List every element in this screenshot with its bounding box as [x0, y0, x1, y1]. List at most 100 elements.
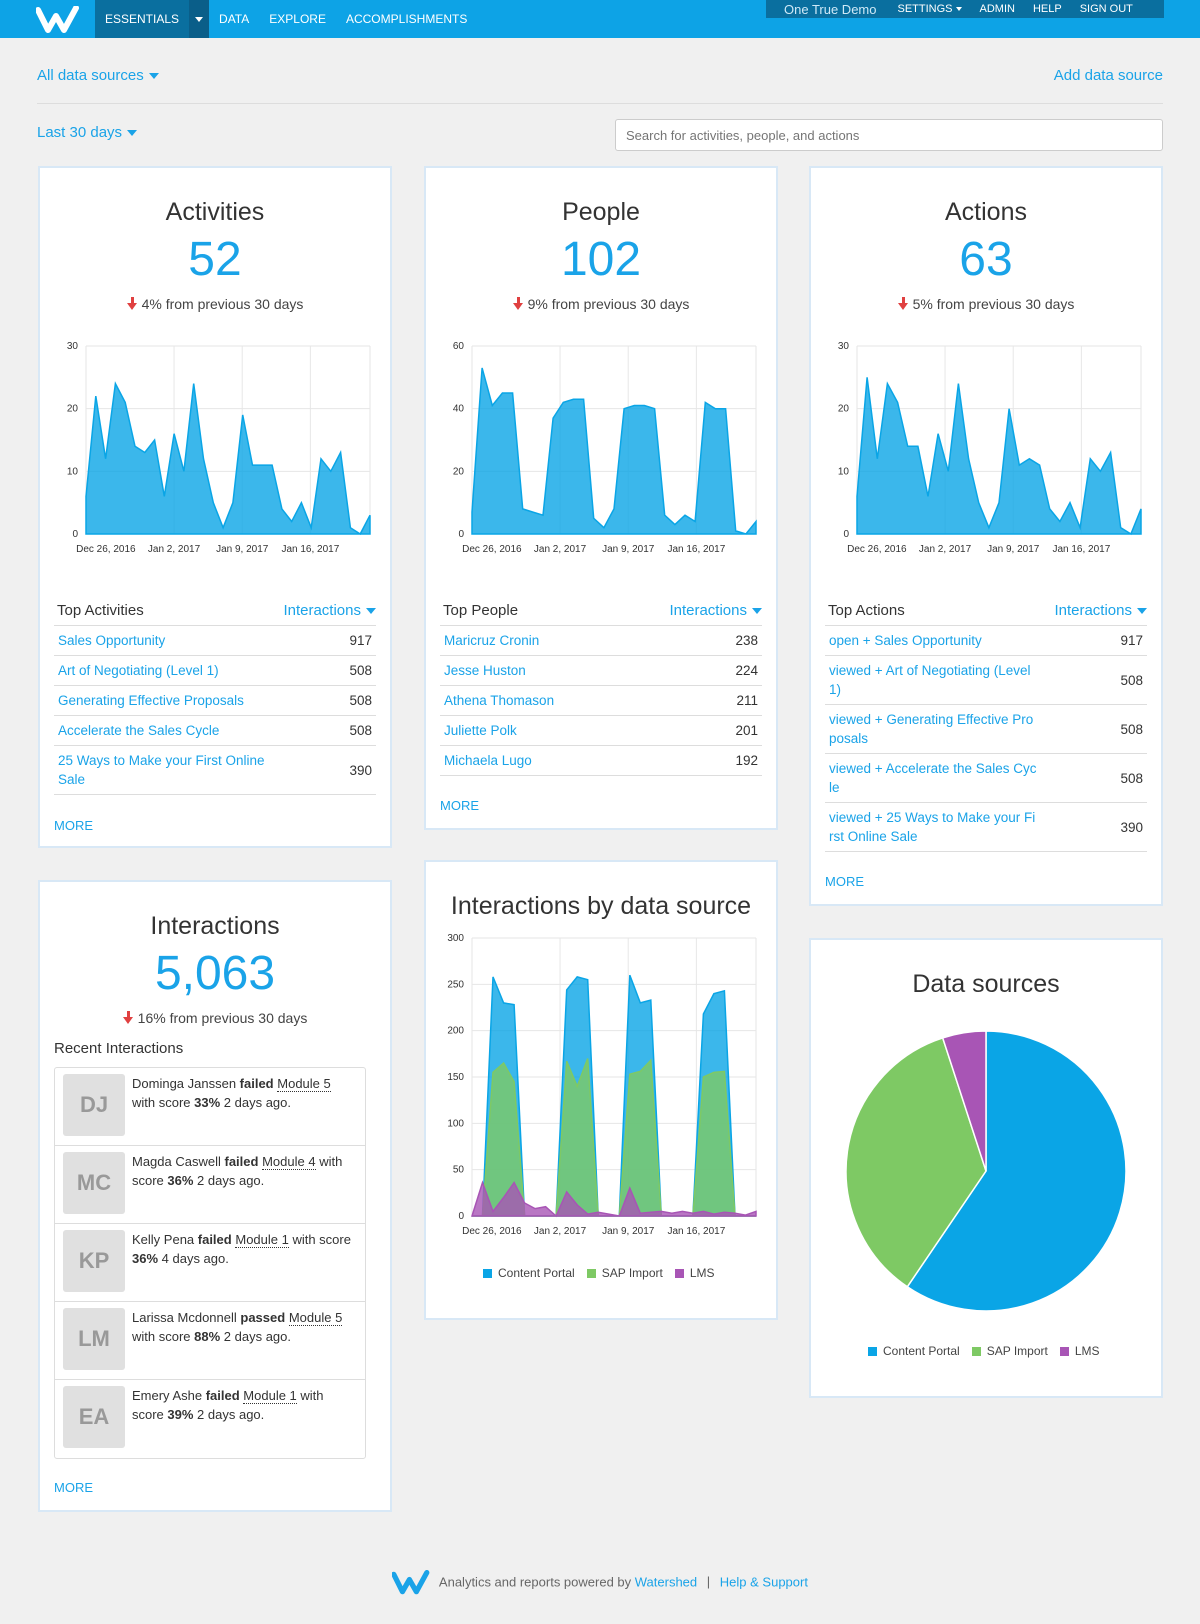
- legend-swatch: [868, 1346, 877, 1356]
- legend-label: Content Portal: [498, 1266, 575, 1280]
- people-more-link[interactable]: MORE: [440, 798, 479, 813]
- y-tick-label: 0: [843, 529, 849, 540]
- list-row-value: 508: [1120, 721, 1143, 737]
- verb: failed: [224, 1154, 259, 1169]
- with-score: with score: [132, 1154, 343, 1188]
- list-row-name[interactable]: Generating Effective Proposals: [58, 693, 244, 708]
- list-row-name[interactable]: Juliette Polk: [444, 723, 517, 738]
- y-tick-label: 60: [453, 341, 465, 352]
- activities-title: Activities: [165, 198, 265, 226]
- list-row-name[interactable]: Sales Opportunity: [58, 633, 166, 648]
- interactions-title: Interactions: [150, 912, 280, 940]
- legend-item[interactable]: Content Portal: [483, 1266, 575, 1280]
- module-link[interactable]: Module 1: [235, 1232, 289, 1248]
- legend-item[interactable]: SAP Import: [586, 1266, 663, 1280]
- actions-more-link[interactable]: MORE: [825, 874, 864, 889]
- watershed-link[interactable]: Watershed: [634, 1574, 698, 1590]
- list-row-name[interactable]: viewed + Accelerate the Sales Cyc le: [829, 761, 1037, 795]
- legend-label: LMS: [1074, 1344, 1100, 1358]
- pie-slice-sap-import[interactable]: [845, 1036, 987, 1288]
- list-row-name[interactable]: Athena Thomason: [444, 693, 555, 708]
- arrow-down-icon: [122, 1011, 134, 1024]
- x-tick-label: Jan 16, 2017: [281, 544, 339, 555]
- list-row-name[interactable]: viewed + Generating Effective Pro posals: [829, 712, 1034, 746]
- sort-dropdown[interactable]: Interactions: [669, 602, 762, 619]
- module-link[interactable]: Module 5: [288, 1310, 343, 1326]
- nav-accomplishments[interactable]: ACCOMPLISHMENTS: [345, 12, 468, 26]
- caret-down-icon: [366, 608, 376, 615]
- help-support-link[interactable]: Help & Support: [719, 1574, 808, 1590]
- list-row-name[interactable]: 25 Ways to Make your First Online Sale: [58, 753, 265, 787]
- pie-slice-lms[interactable]: [941, 1030, 987, 1172]
- nav-settings[interactable]: SETTINGS: [889, 3, 971, 15]
- person-name: Emery Ashe: [132, 1388, 206, 1403]
- area-series-main: [471, 367, 757, 535]
- actions-chart: 0 10 20 30 Dec 26, 2016 Jan 2, 2017 Jan 9, 201…: [838, 341, 1142, 555]
- list-row-value: 390: [1120, 819, 1143, 835]
- top-nav: ESSENTIALS DATA EXPLORE ACCOMPLISHMENTS …: [0, 0, 1200, 38]
- sort-label: Interactions: [283, 602, 361, 619]
- x-tick-label: Dec 26, 2016: [847, 544, 907, 555]
- legend-item[interactable]: LMS: [674, 1266, 715, 1280]
- top-activities-list: Top Activities Interactions Sales Opport…: [54, 596, 376, 795]
- list-row-name[interactable]: open + Sales Opportunity: [829, 633, 982, 648]
- date-range-filter[interactable]: Last 30 days: [37, 124, 138, 141]
- y-tick-label: 150: [447, 1072, 464, 1083]
- people-chart: 0 20 40 60 Dec 26, 2016 Jan 2, 2017 Jan 9, 201…: [453, 341, 757, 555]
- legend-swatch: [1059, 1346, 1069, 1356]
- recent-interaction-text: Kelly Pena failed Module 1 with score 36…: [132, 1230, 357, 1295]
- list-row-name[interactable]: Jesse Huston: [444, 663, 526, 678]
- by-source-title: Interactions by data source: [450, 892, 752, 920]
- module-link[interactable]: Module 4: [262, 1154, 316, 1170]
- data-sources-filter[interactable]: All data sources: [37, 67, 159, 84]
- time-ago: 2 days ago.: [193, 1173, 265, 1188]
- recent-interaction-item: DJ Dominga Janssen failed Module 5 with s…: [55, 1068, 365, 1146]
- date-range-label: Last 30 days: [37, 124, 123, 141]
- actions-change-text: from previous 30 days: [936, 296, 1075, 312]
- avatar: LM: [63, 1308, 125, 1370]
- interactions-more-link[interactable]: MORE: [54, 1480, 93, 1495]
- activities-more-link[interactable]: MORE: [54, 818, 93, 833]
- legend-item[interactable]: SAP Import: [971, 1344, 1048, 1358]
- list-row-value: 508: [349, 693, 372, 708]
- avatar: KP: [63, 1230, 125, 1292]
- org-name: One True Demo: [784, 1, 877, 17]
- interactions-by-source-card: Interactions by data source 0 50 100 150 200…: [424, 860, 778, 1320]
- people-change-pct: 9%: [527, 296, 548, 312]
- pie-slice-content-portal[interactable]: [906, 1030, 1127, 1312]
- list-row-name[interactable]: Maricruz Cronin: [444, 633, 540, 648]
- sort-dropdown[interactable]: Interactions: [283, 602, 376, 619]
- y-tick-label: 30: [67, 341, 79, 352]
- search-input[interactable]: [615, 119, 1163, 151]
- list-row-name[interactable]: Art of Negotiating (Level 1): [58, 663, 219, 678]
- legend-item[interactable]: Content Portal: [868, 1344, 960, 1358]
- add-data-source-link[interactable]: Add data source: [1053, 67, 1163, 84]
- nav-explore[interactable]: EXPLORE: [269, 12, 326, 26]
- nav-admin[interactable]: ADMIN: [979, 3, 1015, 15]
- list-row: viewed + Accelerate the Sales Cyc le 508: [825, 754, 1147, 803]
- list-row-name[interactable]: Accelerate the Sales Cycle: [58, 723, 220, 738]
- nav-data[interactable]: DATA: [219, 12, 250, 26]
- person-name: Kelly Pena: [132, 1232, 198, 1247]
- watershed-logo-icon[interactable]: [36, 6, 82, 34]
- legend-item[interactable]: LMS: [1059, 1344, 1100, 1358]
- recent-interaction-text: Dominga Janssen failed Module 5 with sco…: [132, 1074, 357, 1139]
- nav-help[interactable]: HELP: [1032, 3, 1062, 15]
- with-score: with score: [132, 1095, 195, 1110]
- x-tick-label: Dec 26, 2016: [462, 1226, 522, 1237]
- nav-sign-out[interactable]: SIGN OUT: [1079, 3, 1133, 15]
- module-link[interactable]: Module 1: [243, 1388, 297, 1404]
- x-tick-label: Jan 2, 2017: [534, 1226, 587, 1237]
- nav-essentials[interactable]: ESSENTIALS: [95, 0, 190, 38]
- list-row-value: 224: [735, 663, 758, 678]
- nav-essentials-dropdown[interactable]: [189, 0, 210, 38]
- area-series-main: [856, 377, 1142, 536]
- module-link[interactable]: Module 5: [277, 1076, 331, 1092]
- sort-dropdown[interactable]: Interactions: [1054, 602, 1147, 619]
- list-row-name[interactable]: viewed + 25 Ways to Make your Fi rst Onl…: [829, 810, 1036, 844]
- y-tick-label: 20: [453, 466, 465, 477]
- time-ago: 4 days ago.: [158, 1251, 229, 1266]
- list-row-name[interactable]: viewed + Art of Negotiating (Level 1): [829, 663, 1031, 697]
- list-row-name[interactable]: Michaela Lugo: [444, 753, 532, 768]
- with-score: with score: [132, 1329, 195, 1344]
